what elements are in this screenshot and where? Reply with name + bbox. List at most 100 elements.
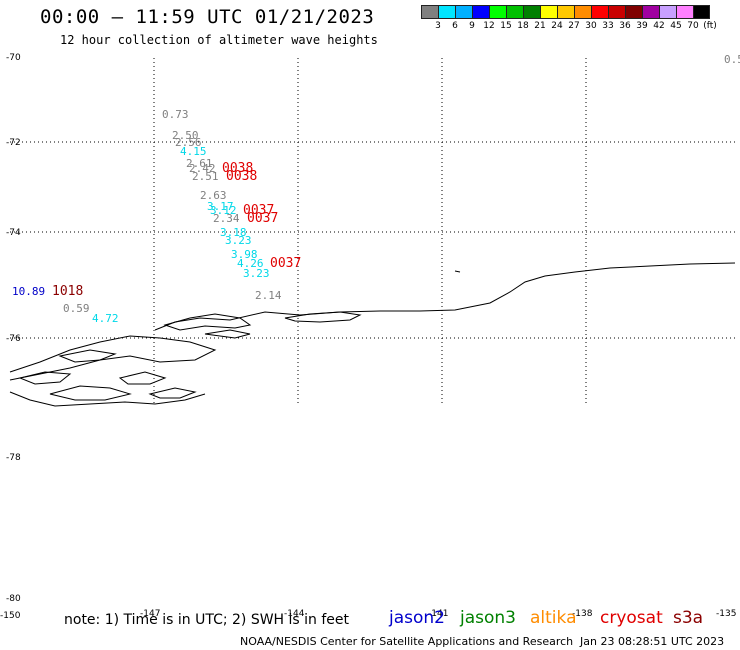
legend-label: 18 xyxy=(517,21,529,31)
observations: 0.73 2.50 2.56 4.15 2.61 2.42 2.51 0038 … xyxy=(12,53,740,325)
obs-label: 1018 xyxy=(52,284,83,299)
wave-height-legend: 3 6 9 12 15 18 21 24 27 30 33 36 39 42 45 70 (ft) xyxy=(421,5,717,31)
obs-label: 3.23 xyxy=(243,267,270,280)
legend-label: 30 xyxy=(585,21,597,31)
legend-swatch xyxy=(608,5,625,19)
lon-label: -138 xyxy=(572,609,593,619)
legend-label: 3 xyxy=(435,21,441,31)
lat-label: -70 xyxy=(6,53,21,63)
obs-label: 3.18 xyxy=(220,226,247,239)
lat-label: -74 xyxy=(6,228,21,238)
island-2 xyxy=(204,329,251,339)
obs-label: 0037 xyxy=(270,256,301,271)
obs-label: 0037 xyxy=(243,203,274,218)
shelf-outline xyxy=(9,335,217,381)
legend-label: 27 xyxy=(568,21,580,31)
obs-label: 0037 xyxy=(247,211,278,226)
obs-label: 3.17 xyxy=(207,200,234,213)
legend-label: 6 xyxy=(452,21,458,31)
legend-label: (ft) xyxy=(703,21,717,31)
legend-label: 36 xyxy=(619,21,631,31)
legend-label: 9 xyxy=(469,21,475,31)
coastline-peninsula xyxy=(163,313,252,331)
satellite-s3a: s3a xyxy=(673,608,704,628)
lon-label: -135 xyxy=(716,609,736,619)
satellite-cryosat: cryosat xyxy=(600,608,663,628)
map-subtitle: 12 hour collection of altimeter wave hei… xyxy=(60,33,378,47)
obs-label: 0.5 xyxy=(724,53,740,66)
obs-label: 2.51 xyxy=(192,170,219,183)
shelf-inner-4 xyxy=(148,387,197,399)
legend-swatch xyxy=(693,5,710,19)
legend-swatch xyxy=(421,5,438,19)
lon-label: -144 xyxy=(284,609,305,619)
footer-note: note: 1) Time is in UTC; 2) SWH is in fe… xyxy=(64,612,350,628)
legend-label: 15 xyxy=(500,21,512,31)
island-1 xyxy=(284,311,362,323)
legend-label: 12 xyxy=(483,21,495,31)
legend-swatch xyxy=(642,5,659,19)
island-small xyxy=(454,270,461,273)
legend-label: 21 xyxy=(534,21,546,31)
legend-swatch xyxy=(659,5,676,19)
legend-swatch xyxy=(676,5,693,19)
legend-color-bar xyxy=(421,5,710,19)
obs-label: 2.63 xyxy=(200,189,227,202)
obs-label: 0038 xyxy=(222,161,253,176)
obs-label: 2.34 xyxy=(213,212,240,225)
satellite-jason3: jason3 xyxy=(460,608,516,628)
shelf-inner-2 xyxy=(49,385,132,401)
obs-label: 4.26 xyxy=(237,257,264,270)
lat-label: -72 xyxy=(6,138,21,148)
generation-timestamp: Jan 23 08:28:51 UTC 2023 xyxy=(580,635,725,648)
map-title: 00:00 – 11:59 UTC 01/21/2023 xyxy=(40,6,375,28)
shelf-inner-1 xyxy=(18,371,72,385)
legend-label: 45 xyxy=(670,21,682,31)
legend-label: 70 xyxy=(687,21,699,31)
legend-label: 39 xyxy=(636,21,648,31)
coastline-main xyxy=(154,262,736,331)
lon-label: -141 xyxy=(428,609,448,619)
lat-grid xyxy=(10,141,735,339)
legend-swatch xyxy=(472,5,489,19)
legend-swatch xyxy=(523,5,540,19)
legend-swatch xyxy=(455,5,472,19)
lon-label: -150 xyxy=(0,611,21,621)
lon-label: -147 xyxy=(140,609,160,619)
satellite-jason2: jason2 xyxy=(389,608,445,628)
obs-label: 10.89 xyxy=(12,285,45,298)
legend-swatch xyxy=(591,5,608,19)
credit-text: NOAA/NESDIS Center for Satellite Applica… xyxy=(240,635,574,648)
legend-labels: 3 6 9 12 15 18 21 24 27 30 33 36 39 42 45 70 (ft) xyxy=(421,19,717,31)
legend-swatch xyxy=(489,5,506,19)
lat-label: -78 xyxy=(6,453,21,463)
legend-label: 42 xyxy=(653,21,665,31)
shelf-inner-5 xyxy=(58,349,117,363)
obs-label: 2.56 xyxy=(175,136,202,149)
legend-swatch xyxy=(506,5,523,19)
obs-label: 3.23 xyxy=(225,234,252,247)
obs-label: 0.73 xyxy=(162,108,189,121)
satellite-altika: altika xyxy=(530,608,577,628)
obs-label: 0.59 xyxy=(63,302,90,315)
obs-label: 3.98 xyxy=(231,248,258,261)
lat-label: -80 xyxy=(6,594,21,604)
lon-labels: -150 -147 -144 -141 -138 -135 xyxy=(0,609,736,621)
legend-swatch xyxy=(625,5,642,19)
obs-label: 2.61 xyxy=(186,157,213,170)
shelf-inner-3 xyxy=(118,371,167,385)
obs-label: 2.14 xyxy=(255,289,282,302)
legend-label: 33 xyxy=(602,21,614,31)
legend-label: 24 xyxy=(551,21,563,31)
obs-label: 0038 xyxy=(226,169,257,184)
obs-label: 4.15 xyxy=(180,145,207,158)
obs-label: 4.72 xyxy=(92,312,119,325)
legend-swatch xyxy=(557,5,574,19)
lat-labels: -70 -72 -74 -76 -78 -80 xyxy=(6,53,21,604)
obs-label: 2.42 xyxy=(189,162,216,175)
legend-swatch xyxy=(438,5,455,19)
legend-swatch xyxy=(574,5,591,19)
legend-swatch xyxy=(540,5,557,19)
obs-label: 3.12 xyxy=(210,204,237,217)
